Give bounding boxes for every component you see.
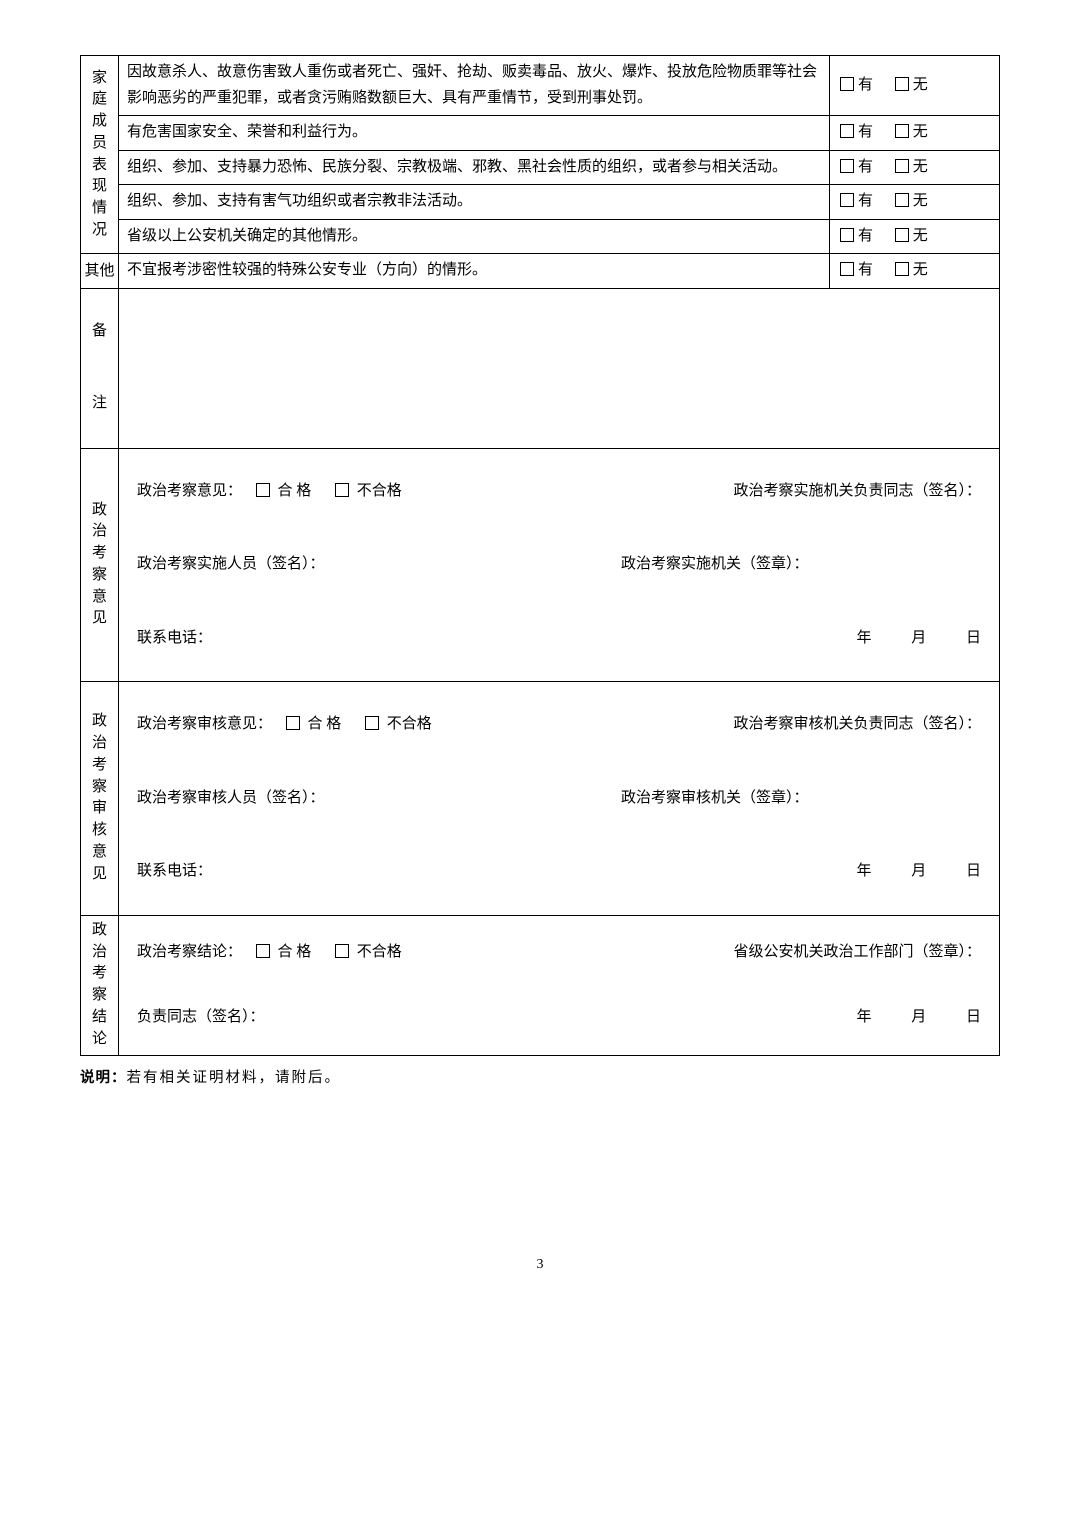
page-container: 家庭成员表现情况 因故意杀人、故意伤害致人重伤或者死亡、强奸、抢劫、贩卖毒品、放… — [0, 0, 1080, 1313]
op2-date: 年 月 日 — [820, 859, 981, 885]
op2-org-seal: 政治考察审核机关（签章）： — [621, 786, 981, 812]
other-row: 其他 不宜报考涉密性较强的特殊公安专业（方向）的情形。 有 无 — [81, 254, 1000, 289]
op2-leader-sign: 政治考察审核机关负责同志（签名）： — [733, 712, 981, 738]
family-row-1: 家庭成员表现情况 因故意杀人、故意伤害致人重伤或者死亡、强奸、抢劫、贩卖毒品、放… — [81, 56, 1000, 116]
opinion3-label: 政治考察结论 — [81, 915, 119, 1055]
opinion3-content: 政治考察结论： 合 格 不合格 省级公安机关政治工作部门（签章）： 负责同志（签… — [119, 915, 1000, 1055]
op1-org-seal: 政治考察实施机关（签章）： — [621, 552, 981, 578]
checkbox-no[interactable]: 无 — [895, 120, 928, 146]
op1-fail-checkbox[interactable]: 不合格 — [335, 479, 402, 505]
op1-title: 政治考察意见： — [137, 483, 242, 499]
family-text-4: 组织、参加、支持有害气功组织或者宗教非法活动。 — [119, 185, 830, 220]
family-row-4: 组织、参加、支持有害气功组织或者宗教非法活动。 有 无 — [81, 185, 1000, 220]
op1-date: 年 月 日 — [820, 626, 981, 652]
opinion1-content: 政治考察意见： 合 格 不合格 政治考察实施机关负责同志（签名）： 政治考察实施… — [119, 448, 1000, 682]
checkbox-no[interactable]: 无 — [895, 258, 928, 284]
opinion3-row: 政治考察结论 政治考察结论： 合 格 不合格 省级公安机关政治工作部门（签章）：… — [81, 915, 1000, 1055]
family-check-1: 有 无 — [830, 56, 1000, 116]
op1-staff-sign: 政治考察实施人员（签名）： — [137, 552, 325, 578]
checkbox-yes[interactable]: 有 — [840, 120, 873, 146]
note-bold: 说明： — [80, 1070, 127, 1086]
family-text-3: 组织、参加、支持暴力恐怖、民族分裂、宗教极端、邪教、黑社会性质的组织，或者参与相… — [119, 150, 830, 185]
op2-fail-checkbox[interactable]: 不合格 — [365, 712, 432, 738]
op3-org-seal: 省级公安机关政治工作部门（签章）： — [733, 940, 981, 966]
page-number: 3 — [80, 1257, 1000, 1273]
op2-title: 政治考察审核意见： — [137, 716, 272, 732]
op2-phone: 联系电话： — [137, 859, 212, 885]
family-text-5: 省级以上公安机关确定的其他情形。 — [119, 219, 830, 254]
family-text-2: 有危害国家安全、荣誉和利益行为。 — [119, 116, 830, 151]
family-row-3: 组织、参加、支持暴力恐怖、民族分裂、宗教极端、邪教、黑社会性质的组织，或者参与相… — [81, 150, 1000, 185]
other-text: 不宜报考涉密性较强的特殊公安专业（方向）的情形。 — [119, 254, 830, 289]
remark-row: 备注 — [81, 288, 1000, 448]
checkbox-no[interactable]: 无 — [895, 155, 928, 181]
family-check-3: 有 无 — [830, 150, 1000, 185]
remark-content[interactable] — [119, 288, 1000, 448]
family-check-5: 有 无 — [830, 219, 1000, 254]
family-check-4: 有 无 — [830, 185, 1000, 220]
remark-label: 备注 — [81, 288, 119, 448]
opinion1-label: 政治考察意见 — [81, 448, 119, 682]
family-label: 家庭成员表现情况 — [81, 56, 119, 254]
opinion2-label: 政治考察审核意见 — [81, 682, 119, 916]
other-check: 有 无 — [830, 254, 1000, 289]
family-check-2: 有 无 — [830, 116, 1000, 151]
family-row-2: 有危害国家安全、荣誉和利益行为。 有 无 — [81, 116, 1000, 151]
checkbox-no[interactable]: 无 — [895, 224, 928, 250]
checkbox-yes[interactable]: 有 — [840, 73, 873, 99]
op1-phone: 联系电话： — [137, 626, 212, 652]
footer-note: 说明：若有相关证明材料，请附后。 — [80, 1066, 1000, 1087]
other-label: 其他 — [81, 254, 119, 289]
checkbox-no[interactable]: 无 — [895, 73, 928, 99]
opinion2-content: 政治考察审核意见： 合 格 不合格 政治考察审核机关负责同志（签名）： 政治考察… — [119, 682, 1000, 916]
op3-title: 政治考察结论： — [137, 944, 242, 960]
checkbox-yes[interactable]: 有 — [840, 258, 873, 284]
opinion1-row: 政治考察意见 政治考察意见： 合 格 不合格 政治考察实施机关负责同志（签名）：… — [81, 448, 1000, 682]
checkbox-yes[interactable]: 有 — [840, 189, 873, 215]
op1-leader-sign: 政治考察实施机关负责同志（签名）： — [733, 479, 981, 505]
op3-date: 年 月 日 — [820, 1005, 981, 1031]
op2-staff-sign: 政治考察审核人员（签名）： — [137, 786, 325, 812]
checkbox-yes[interactable]: 有 — [840, 224, 873, 250]
note-text: 若有相关证明材料，请附后。 — [127, 1070, 342, 1086]
opinion2-row: 政治考察审核意见 政治考察审核意见： 合 格 不合格 政治考察审核机关负责同志（… — [81, 682, 1000, 916]
op2-pass-checkbox[interactable]: 合 格 — [286, 712, 342, 738]
op3-pass-checkbox[interactable]: 合 格 — [256, 940, 312, 966]
family-text-1: 因故意杀人、故意伤害致人重伤或者死亡、强奸、抢劫、贩卖毒品、放火、爆炸、投放危险… — [119, 56, 830, 116]
op3-fail-checkbox[interactable]: 不合格 — [335, 940, 402, 966]
op3-leader-sign: 负责同志（签名）： — [137, 1005, 265, 1031]
checkbox-yes[interactable]: 有 — [840, 155, 873, 181]
family-row-5: 省级以上公安机关确定的其他情形。 有 无 — [81, 219, 1000, 254]
op1-pass-checkbox[interactable]: 合 格 — [256, 479, 312, 505]
form-table: 家庭成员表现情况 因故意杀人、故意伤害致人重伤或者死亡、强奸、抢劫、贩卖毒品、放… — [80, 55, 1000, 1056]
checkbox-no[interactable]: 无 — [895, 189, 928, 215]
